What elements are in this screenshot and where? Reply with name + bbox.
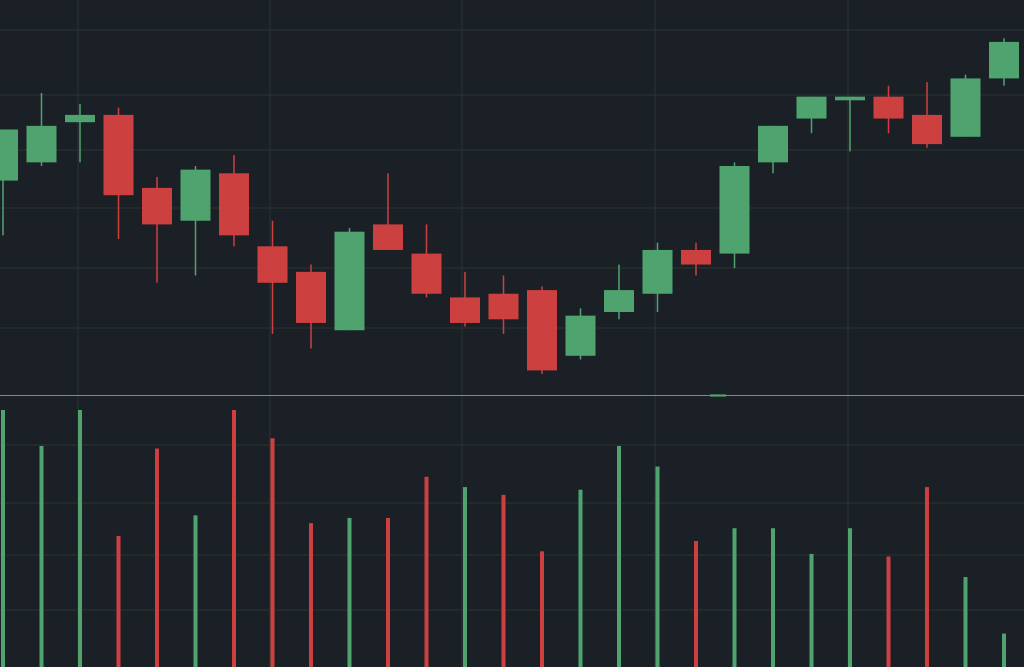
candle[interactable]: [719, 162, 750, 269]
volume-bar[interactable]: [540, 551, 544, 667]
candle[interactable]: [835, 96, 865, 152]
candle-body: [565, 315, 596, 356]
candle-body: [604, 290, 634, 312]
candle[interactable]: [0, 129, 18, 236]
volume-bar[interactable]: [809, 553, 814, 667]
candle[interactable]: [411, 224, 442, 298]
volume-bar[interactable]: [463, 487, 467, 667]
volume-bar[interactable]: [617, 445, 621, 667]
candle-body: [950, 78, 981, 137]
candle-body: [219, 173, 249, 236]
candle[interactable]: [65, 103, 95, 163]
candle[interactable]: [296, 264, 326, 349]
candle[interactable]: [142, 176, 172, 283]
candle[interactable]: [565, 308, 596, 360]
volume-bar[interactable]: [501, 494, 506, 667]
volume-bar[interactable]: [78, 410, 82, 667]
volume-bar[interactable]: [925, 487, 929, 667]
price-pane: [0, 38, 1019, 375]
candle-body: [681, 249, 711, 265]
candle-body: [758, 125, 788, 163]
volume-bar[interactable]: [694, 541, 698, 667]
candle[interactable]: [334, 228, 365, 331]
volume-bar[interactable]: [732, 528, 737, 667]
volume-bar[interactable]: [232, 410, 236, 667]
candle[interactable]: [912, 82, 942, 148]
volume-bar[interactable]: [771, 528, 775, 667]
volume-bar[interactable]: [1002, 633, 1006, 667]
candle-body: [296, 271, 326, 323]
candle-body: [873, 96, 904, 119]
candle-body: [488, 293, 519, 320]
candle-body: [642, 249, 673, 294]
candle[interactable]: [450, 271, 480, 327]
volume-bar[interactable]: [655, 466, 660, 667]
candle[interactable]: [527, 286, 557, 375]
candle[interactable]: [642, 242, 673, 312]
volume-bar[interactable]: [347, 517, 352, 667]
candle-body: [180, 169, 211, 221]
candle[interactable]: [180, 166, 211, 276]
candle-body: [912, 114, 942, 145]
volume-bar[interactable]: [886, 556, 891, 667]
volume-bar[interactable]: [424, 476, 429, 667]
candle-body: [835, 96, 865, 101]
volume-bar[interactable]: [963, 577, 968, 667]
candle[interactable]: [26, 93, 57, 166]
candle[interactable]: [950, 74, 981, 137]
volume-bar[interactable]: [386, 517, 390, 667]
pane-resize-handle[interactable]: [710, 394, 726, 397]
candle-body: [989, 41, 1019, 79]
volume-pane: [1, 410, 1006, 667]
candle-body: [411, 253, 442, 294]
volume-bar[interactable]: [578, 489, 583, 667]
volume-bar[interactable]: [309, 523, 313, 667]
volume-bar[interactable]: [1, 410, 5, 667]
candle-body: [65, 114, 95, 123]
candle[interactable]: [681, 242, 711, 276]
volume-bar[interactable]: [848, 528, 852, 667]
candle[interactable]: [796, 96, 827, 134]
candle[interactable]: [373, 173, 403, 250]
candle-body: [26, 125, 57, 163]
candle-body: [334, 231, 365, 331]
candle[interactable]: [103, 107, 134, 239]
candle[interactable]: [604, 264, 634, 320]
candle[interactable]: [873, 85, 904, 134]
candle-body: [142, 187, 172, 225]
volume-bar[interactable]: [155, 448, 159, 667]
candle[interactable]: [758, 125, 788, 174]
candle-body: [0, 129, 18, 181]
volume-bar[interactable]: [193, 515, 198, 667]
candle-body: [450, 297, 480, 323]
volume-bar[interactable]: [116, 535, 121, 667]
candle[interactable]: [488, 275, 519, 334]
candle[interactable]: [257, 220, 288, 334]
volume-bar[interactable]: [270, 438, 275, 667]
candle-body: [796, 96, 827, 119]
candle-body: [527, 290, 557, 371]
candle[interactable]: [989, 38, 1019, 86]
candle-body: [257, 246, 288, 283]
candle-body: [373, 224, 403, 250]
volume-bar[interactable]: [39, 445, 44, 667]
candle[interactable]: [219, 155, 249, 247]
candle-body: [719, 166, 750, 254]
candle-body: [103, 114, 134, 196]
